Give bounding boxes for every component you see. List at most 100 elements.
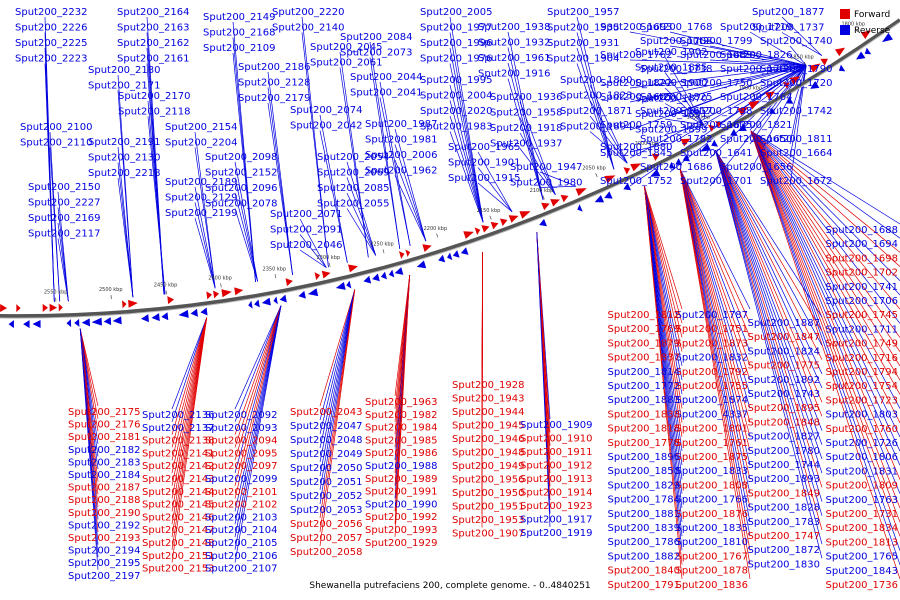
reverse-gene-arrow: [388, 269, 395, 278]
forward-gene-arrow: [0, 304, 8, 313]
gene-label: Sput200_1917: [520, 515, 593, 526]
leader-line: [507, 47, 544, 200]
leader-line: [346, 161, 377, 256]
gene-label: Sput200_1736: [826, 580, 899, 591]
tick-mark: [752, 93, 755, 97]
position-ticks: 2550 kbp 2500 kbp 2450 kbp 2400 kbp 2350 kbp…: [44, 21, 865, 302]
leader-line: [171, 317, 208, 410]
gene-label: Sput200_2105: [205, 538, 278, 549]
forward-gene-arrow: [49, 303, 58, 312]
leader-line: [589, 100, 628, 164]
gene-label: Sput200_2180: [88, 65, 161, 76]
leader-line: [449, 84, 484, 223]
gene-label: Sput200_2137: [142, 423, 215, 434]
leader-line: [539, 171, 577, 187]
gene-label: Sput200_1874: [676, 395, 749, 406]
leader-line: [644, 186, 683, 423]
gene-label: Sput200_1961: [478, 53, 551, 64]
gene-label: Sput200_1931: [547, 38, 620, 49]
reverse-gene-arrow: [254, 299, 260, 308]
leader-line: [644, 186, 683, 352]
leader-line: [319, 289, 356, 463]
leader-line: [750, 130, 900, 580]
tick-mark: [595, 173, 598, 178]
forward-gene-arrow: [314, 272, 321, 281]
gene-label: Sput200_2093: [205, 423, 278, 434]
leader-line: [750, 130, 900, 381]
forward-gene-arrow: [708, 124, 715, 132]
forward-gene-arrow: [285, 278, 293, 287]
leader-line: [576, 16, 615, 170]
reverse-gene-arrow: [372, 273, 380, 282]
leader-line: [49, 147, 61, 302]
leader-line: [749, 59, 807, 66]
gene-label: Sput200_1843: [826, 566, 899, 577]
leader-line: [319, 289, 356, 449]
gene-label: Sput200_2190: [68, 508, 141, 519]
gene-label: Sput200_1976: [420, 54, 493, 65]
leader-line: [709, 65, 807, 89]
forward-swatch: [840, 9, 850, 19]
gene-label: Sput200_1909: [520, 420, 593, 431]
gene-label: Sput200_1992: [365, 512, 438, 523]
gene-label: Sput200_2141: [142, 448, 215, 459]
forward-gene-arrow: [474, 227, 481, 236]
leader-line: [449, 63, 484, 223]
gene-label: Sput200_2204: [165, 138, 238, 149]
leader-line: [715, 150, 823, 417]
leader-line: [715, 150, 823, 559]
forward-gene-arrow: [499, 218, 508, 226]
forward-gene-arrow: [680, 138, 691, 147]
gene-label: Sput200_2049: [290, 449, 363, 460]
gene-label: Sput200_1775: [748, 361, 821, 372]
gene-label: Sput200_1995: [420, 75, 493, 86]
gene-label: Sput200_1949: [452, 461, 525, 472]
gene-label: Sput200_2004: [420, 91, 493, 102]
gene-label: Sput200_2055: [317, 199, 390, 210]
leader-line: [477, 151, 513, 213]
leader-line: [750, 130, 900, 296]
leader-line: [679, 168, 751, 452]
gene-label: Sput200_1895: [748, 403, 821, 414]
leader-line: [629, 59, 807, 66]
leader-line: [234, 177, 258, 282]
leader-line: [589, 84, 628, 164]
tick-label: 2050 kbp: [582, 166, 606, 172]
reverse-gene-arrow: [700, 143, 712, 152]
leader-line: [449, 115, 484, 223]
gene-label: Sput200_2168: [203, 28, 276, 39]
leader-line: [319, 289, 356, 547]
leader-line: [644, 186, 683, 324]
leader-line: [750, 130, 900, 523]
gene-label: Sput200_2218: [88, 168, 161, 179]
reverse-gene-arrow: [394, 267, 404, 275]
leader-line: [709, 65, 807, 131]
gene-label: Sput200_1711: [826, 324, 899, 335]
tick-mark: [542, 195, 545, 200]
leader-line: [750, 130, 900, 509]
gene-label: Sput200_1880: [600, 142, 673, 153]
reverse-gene-arrow: [738, 123, 747, 131]
reverse-gene-arrow: [730, 128, 738, 136]
gene-label: Sput200_1957: [547, 7, 620, 18]
leader-line: [750, 130, 900, 565]
gene-label: Sput200_2006: [365, 150, 438, 161]
gene-label: Sput200_1780: [748, 446, 821, 457]
tick-label: 1850 kbp: [790, 55, 814, 61]
leader-line: [749, 31, 807, 66]
gene-label: Sput200_2192: [68, 520, 141, 531]
gene-label: Sput200_1937: [490, 139, 563, 150]
gene-label: Sput200_1790: [760, 64, 833, 75]
leader-line: [319, 130, 348, 263]
leader-line: [519, 132, 556, 196]
forward-gene-arrow: [234, 287, 244, 296]
leader-line: [194, 131, 216, 289]
leader-line: [679, 168, 751, 537]
legend-forward-label: Forward: [854, 10, 890, 20]
leader-line: [679, 168, 751, 409]
gene-label: Sput200_1702: [826, 268, 899, 279]
leader-line: [481, 252, 483, 528]
gene-label: Sput200_1772: [608, 381, 681, 392]
reverse-gene-arrow: [380, 271, 388, 280]
leader-line: [644, 186, 683, 409]
